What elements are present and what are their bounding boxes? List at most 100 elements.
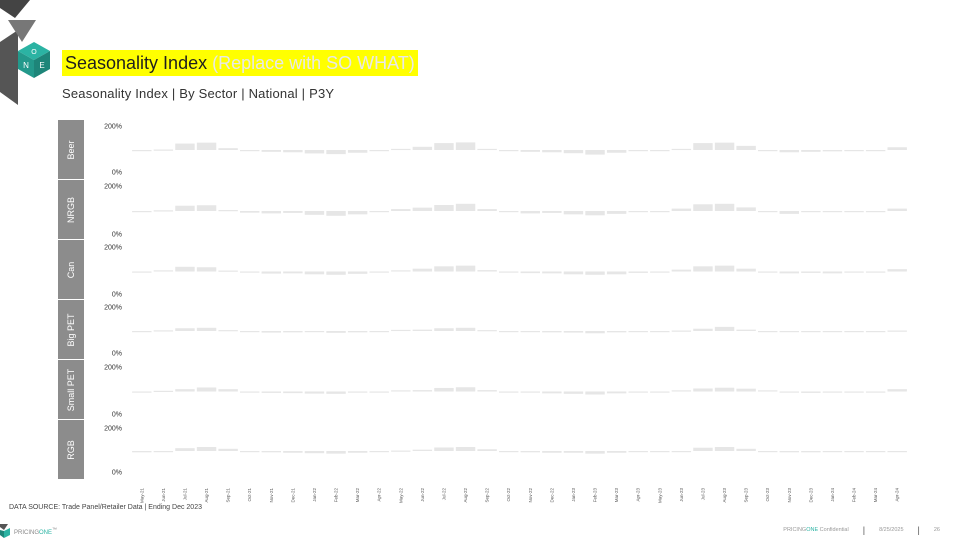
bar-beer — [455, 142, 476, 150]
bar-nrgb — [585, 211, 605, 216]
conf-prefix: PRICING — [783, 527, 807, 533]
bar-rgb — [585, 451, 605, 454]
bar-beer — [628, 150, 648, 152]
bar-nrgb — [542, 211, 562, 213]
title-main: Seasonality Index — [65, 52, 208, 73]
bar-rgb — [239, 451, 260, 453]
y-tick-label-top: 200% — [104, 365, 122, 372]
x-tick-label: Feb-23 — [593, 488, 598, 503]
conf-suffix: Confidential — [818, 527, 849, 533]
bar-big-pet — [283, 331, 303, 333]
bar-nrgb — [239, 211, 260, 213]
bar-beer — [132, 150, 152, 152]
bar-big-pet — [369, 331, 389, 333]
bar-can — [196, 267, 217, 272]
bar-rgb — [606, 451, 627, 453]
bar-beer — [218, 148, 238, 150]
y-tick-label-top: 200% — [104, 245, 122, 252]
bar-big-pet — [822, 331, 843, 333]
bar-small-pet — [520, 391, 541, 393]
bar-can — [585, 271, 605, 275]
bar-big-pet — [455, 327, 476, 331]
bar-can — [498, 271, 519, 273]
x-tick-label: Mar-24 — [873, 488, 878, 503]
bar-beer — [671, 148, 692, 151]
brand-tm: ™ — [52, 526, 58, 533]
bar-nrgb — [693, 204, 713, 211]
bar-rgb — [347, 451, 368, 453]
bar-rgb — [412, 449, 433, 451]
bar-rgb — [844, 451, 864, 453]
x-tick-label: Dec-22 — [549, 488, 554, 503]
bar-big-pet — [391, 329, 411, 332]
bar-nrgb — [714, 203, 735, 211]
x-tick-label: Jan-22 — [312, 488, 317, 502]
bar-small-pet — [779, 391, 800, 393]
bar-rgb — [671, 451, 692, 453]
bar-big-pet — [326, 331, 346, 333]
bar-small-pet — [563, 391, 584, 394]
bar-small-pet — [887, 389, 907, 392]
bar-rgb — [801, 451, 821, 453]
bar-beer — [606, 150, 627, 153]
bar-nrgb — [801, 211, 821, 213]
x-tick-label: Nov-22 — [528, 488, 533, 503]
bar-beer — [498, 150, 519, 152]
bar-rgb — [455, 447, 476, 451]
sector-band-1 — [58, 180, 84, 239]
bar-nrgb — [822, 211, 843, 213]
bar-rgb — [434, 447, 454, 451]
bar-small-pet — [714, 387, 735, 392]
bar-small-pet — [132, 391, 152, 393]
bar-big-pet — [542, 331, 562, 333]
bar-beer — [283, 150, 303, 153]
bar-rgb — [542, 451, 562, 453]
y-tick-label-bottom: 0% — [112, 412, 122, 419]
bar-beer — [304, 150, 325, 154]
bar-can — [844, 271, 864, 273]
bar-can — [369, 271, 389, 273]
bar-beer — [693, 143, 713, 150]
bar-beer — [326, 150, 346, 155]
bar-small-pet — [865, 391, 886, 393]
sector-label: NRGB — [66, 197, 76, 223]
bar-nrgb — [844, 211, 864, 213]
x-tick-label: Nov-23 — [787, 488, 792, 503]
bar-small-pet — [218, 389, 238, 392]
confidential-label: PRICINGONE Confidential — [783, 527, 848, 533]
footer-brand: PRICINGONE™ — [0, 524, 57, 538]
bar-rgb — [736, 448, 756, 451]
x-tick-label: Dec-23 — [808, 488, 813, 503]
bar-big-pet — [585, 331, 605, 334]
bar-can — [261, 271, 282, 274]
bar-small-pet — [283, 391, 303, 394]
page-subtitle: Seasonality Index | By Sector | National… — [62, 86, 335, 101]
bar-nrgb — [391, 209, 411, 211]
footer-date: 8/25/2025 — [879, 527, 904, 533]
y-tick-label-bottom: 0% — [112, 170, 122, 177]
x-tick-label: Jun-21 — [161, 488, 166, 502]
x-tick-label: Feb-24 — [852, 488, 857, 503]
bar-can — [887, 269, 907, 272]
x-tick-label: Aug-21 — [204, 488, 209, 503]
sector-label: Beer — [66, 140, 76, 159]
sector-label: Big PET — [66, 313, 76, 347]
bar-small-pet — [693, 388, 713, 392]
bar-big-pet — [261, 331, 282, 333]
bar-nrgb — [671, 208, 692, 211]
bar-big-pet — [304, 331, 325, 333]
y-tick-label-top: 200% — [104, 124, 122, 131]
bar-small-pet — [347, 391, 368, 393]
x-tick-label: May-23 — [657, 488, 662, 504]
bar-can — [779, 271, 800, 274]
bar-big-pet — [175, 328, 195, 331]
x-tick-label: Jun-23 — [679, 488, 684, 502]
y-tick-label-bottom: 0% — [112, 351, 122, 358]
y-tick-label-top: 200% — [104, 305, 122, 312]
bar-rgb — [132, 451, 152, 453]
title-placeholder: (Replace with SO WHAT) — [212, 52, 415, 73]
footer-meta: PRICINGONE Confidential | 8/25/2025 | 26 — [783, 525, 940, 535]
bar-rgb — [196, 447, 217, 451]
bar-can — [304, 271, 325, 275]
bar-small-pet — [585, 391, 605, 395]
